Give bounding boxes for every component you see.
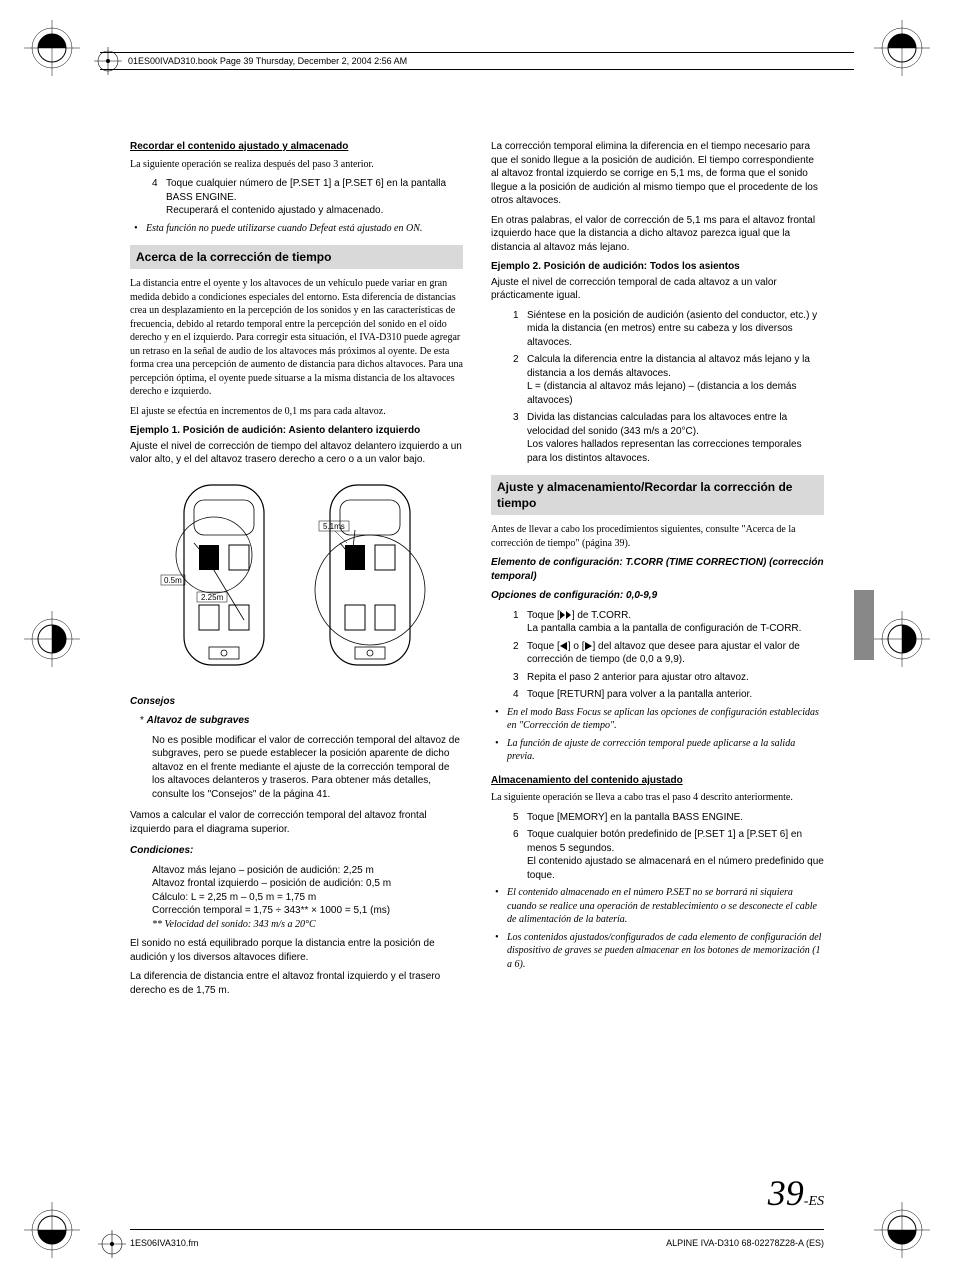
crop-mark-icon	[24, 20, 80, 76]
ex2-step-3: 3Divida las distancias calculadas para l…	[491, 411, 824, 465]
r-para1: La corrección temporal elimina la difere…	[491, 140, 824, 208]
step-4: 4 Toque cualquier número de [P.SET 1] a …	[130, 177, 463, 218]
proc-step-3: 3Repita el paso 2 anterior para ajustar …	[491, 671, 824, 685]
tips-title: Consejos	[130, 695, 463, 709]
r-para2: En otras palabras, el valor de correcció…	[491, 214, 824, 255]
heading-recall: Recordar el contenido ajustado y almacen…	[130, 140, 463, 154]
store-intro: La siguiente operación se lleva a cabo t…	[491, 791, 824, 805]
crop-mark-icon	[874, 611, 930, 667]
proc-step-2: 2Toque [] o [] del altavoz que desee par…	[491, 640, 824, 667]
tips-subtitle: * Altavoz de subgraves	[140, 714, 463, 728]
crop-mark-icon	[874, 1202, 930, 1258]
intro-text: La siguiente operación se realiza despué…	[130, 158, 463, 172]
ex2-step-1: 1Siéntese en la posición de audición (as…	[491, 309, 824, 350]
car-left-icon: 0.5m 2.25m	[159, 475, 289, 685]
note-bassfocus: •En el modo Bass Focus se aplican las op…	[491, 706, 824, 733]
example2-title: Ejemplo 2. Posición de audición: Todos l…	[491, 260, 824, 274]
crop-mark-icon	[874, 20, 930, 76]
running-head-text: 01ES00IVAD310.book Page 39 Thursday, Dec…	[128, 56, 407, 66]
svg-text:2.25m: 2.25m	[201, 593, 224, 602]
target-icon	[94, 47, 122, 75]
calc-intro: Vamos a calcular el valor de corrección …	[130, 809, 463, 836]
example2-text: Ajuste el nivel de corrección temporal d…	[491, 276, 824, 303]
section-store-recall: Ajuste y almacenamiento/Recordar la corr…	[491, 475, 824, 515]
proc-step-4: 4Toque [RETURN] para volver a la pantall…	[491, 688, 824, 702]
conditions-block: Altavoz más lejano – posición de audició…	[130, 864, 463, 932]
bottom-para-1: El sonido no está equilibrado porque la …	[130, 937, 463, 964]
sec2-intro: Antes de llevar a cabo los procedimiento…	[491, 523, 824, 550]
right-column: La corrección temporal elimina la difere…	[491, 140, 824, 1168]
cfg-item: Elemento de configuración: T.CORR (TIME …	[491, 556, 824, 583]
note-preout: •La función de ajuste de corrección temp…	[491, 737, 824, 764]
ex2-step-2: 2Calcula la diferencia entre la distanci…	[491, 353, 824, 407]
note-memorize: •Los contenidos ajustados/configurados d…	[491, 931, 824, 972]
note-defeat: •Esta función no puede utilizarse cuando…	[130, 222, 463, 236]
proc-step-6: 6Toque cualquier botón predefinido de [P…	[491, 828, 824, 882]
target-icon	[98, 1230, 126, 1258]
para-tc-2: El ajuste se efectúa en incrementos de 0…	[130, 405, 463, 419]
running-head-bar: 01ES00IVAD310.book Page 39 Thursday, Dec…	[100, 52, 854, 70]
tips-text: No es posible modificar el valor de corr…	[140, 734, 463, 802]
crop-mark-icon	[24, 611, 80, 667]
example1-title: Ejemplo 1. Posición de audición: Asiento…	[130, 424, 463, 438]
note-pset: •El contenido almacenado en el número P.…	[491, 886, 824, 927]
section-time-correction: Acerca de la corrección de tiempo	[130, 245, 463, 269]
footer-rule	[130, 1229, 824, 1230]
svg-text:0.5m: 0.5m	[164, 576, 182, 585]
step-number: 4	[152, 177, 166, 218]
svg-text:5.1ms: 5.1ms	[323, 522, 345, 531]
triangle-left-icon	[560, 642, 568, 650]
footer-left-text: 1ES06IVA310.fm	[130, 1238, 198, 1248]
crop-mark-icon	[24, 1202, 80, 1258]
cfg-options: Opciones de configuración: 0,0-9,9	[491, 589, 824, 603]
example1-text: Ajuste el nivel de corrección de tiempo …	[130, 440, 463, 467]
triangle-right-icon	[585, 642, 593, 650]
store-heading: Almacenamiento del contenido ajustado	[491, 774, 824, 788]
bottom-para-2: La diferencia de distancia entre el alta…	[130, 970, 463, 997]
step-text: Toque cualquier número de [P.SET 1] a [P…	[166, 177, 463, 218]
thumb-tab	[854, 590, 874, 660]
car-diagram: 0.5m 2.25m 5.1ms	[130, 475, 463, 685]
footer-right-text: ALPINE IVA-D310 68-02278Z28-A (ES)	[666, 1238, 824, 1248]
para-tc-1: La distancia entre el oyente y los altav…	[130, 277, 463, 399]
double-right-icon	[560, 611, 572, 619]
proc-step-1: 1Toque [] de T.CORR.La pantalla cambia a…	[491, 609, 824, 636]
car-right-icon: 5.1ms	[305, 475, 435, 685]
page-number: 39-ES	[768, 1172, 824, 1214]
conditions-title: Condiciones:	[130, 844, 463, 858]
proc-step-5: 5Toque [MEMORY] en la pantalla BASS ENGI…	[491, 811, 824, 825]
left-column: Recordar el contenido ajustado y almacen…	[130, 140, 463, 1168]
